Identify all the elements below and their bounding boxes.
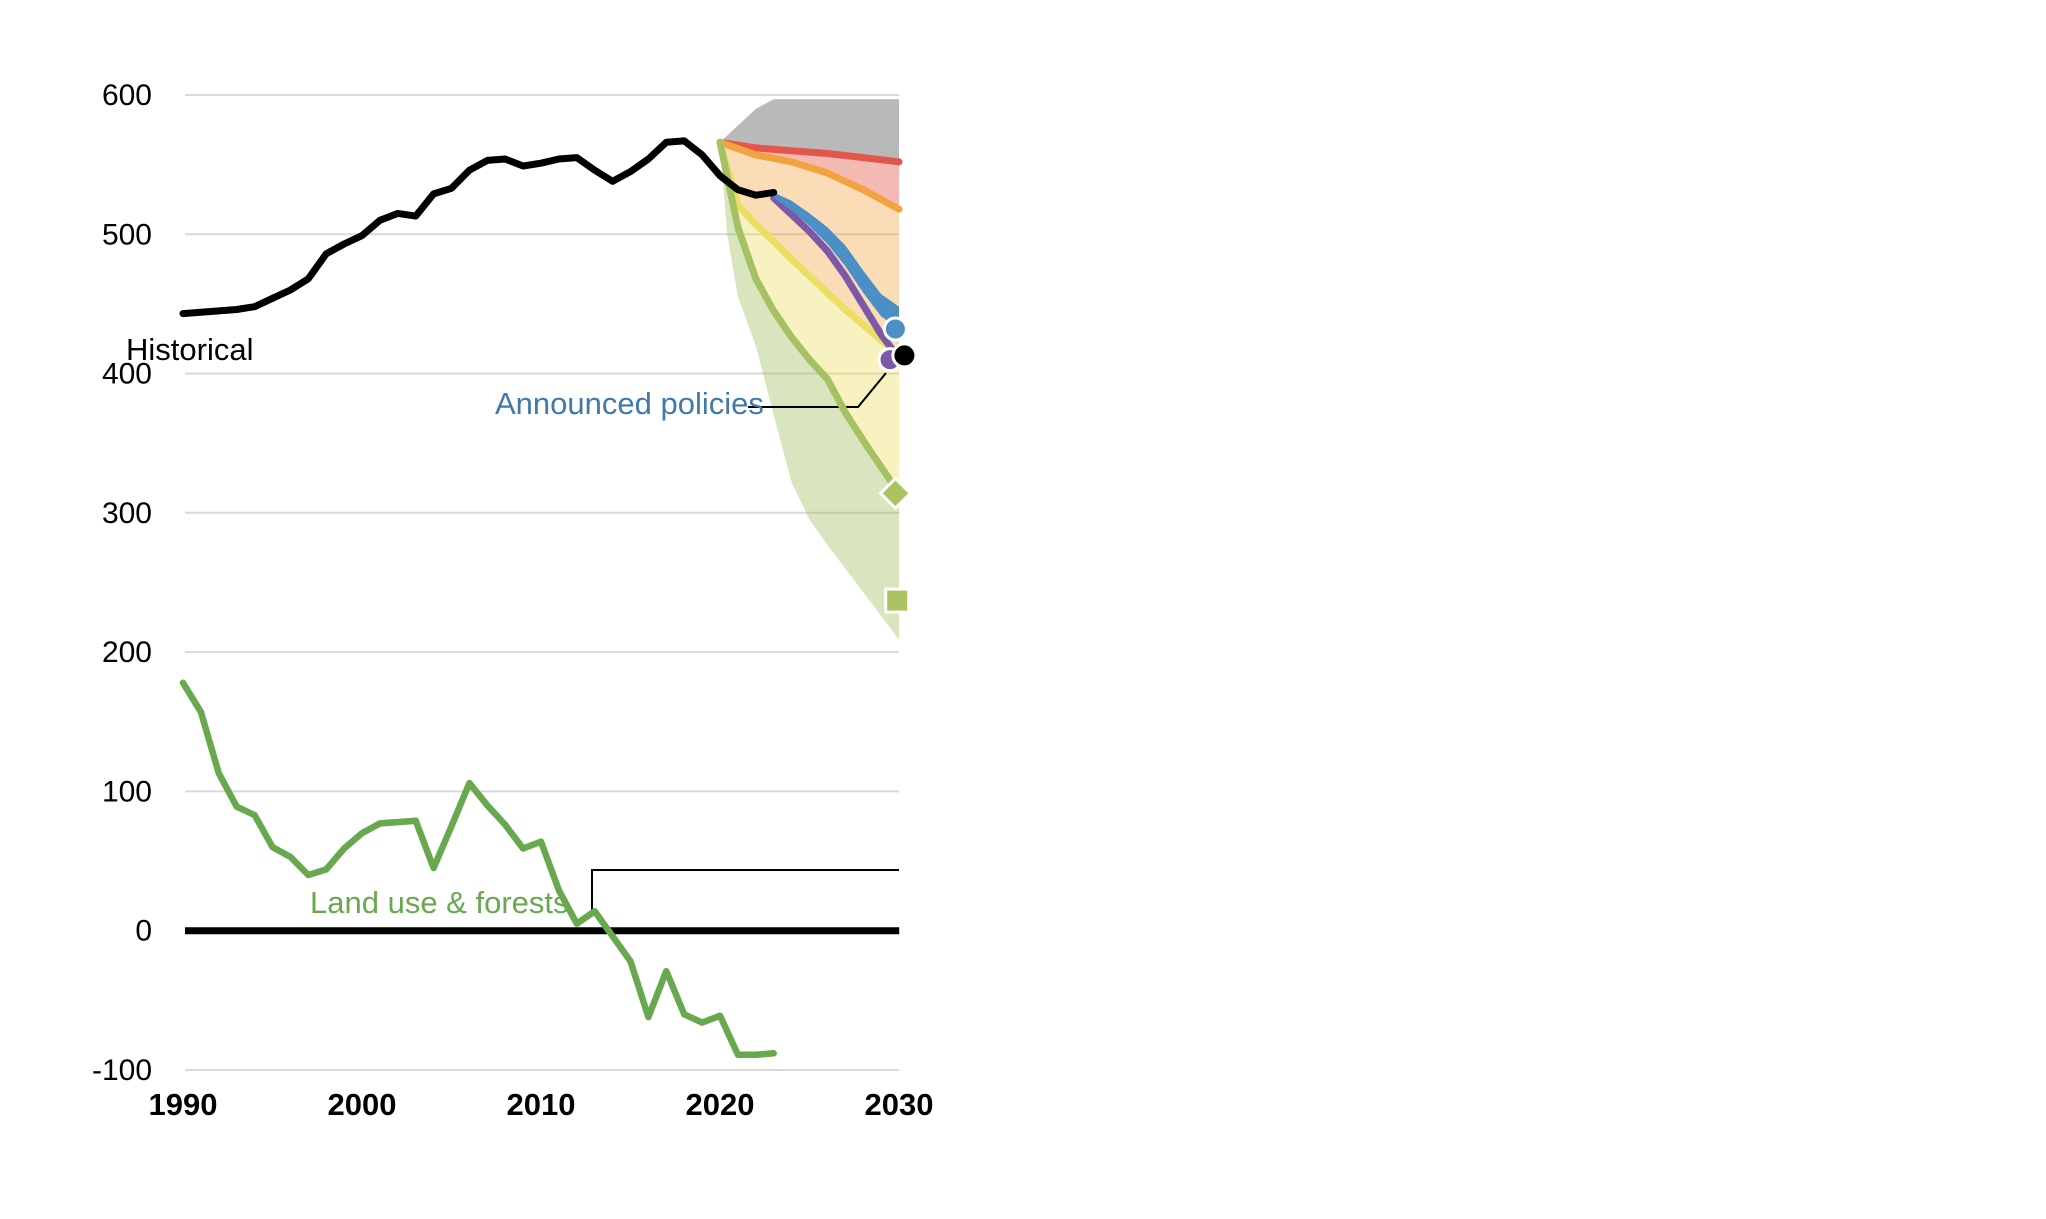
x-tick-label-2000: 2000 bbox=[328, 1087, 397, 1122]
marker-announced-policies-dot bbox=[882, 316, 908, 342]
x-tick-label-2010: 2010 bbox=[507, 1087, 576, 1122]
y-tick-label-0: 0 bbox=[135, 915, 152, 948]
y-tick-label-300: 300 bbox=[102, 497, 152, 530]
marker-black-dot bbox=[891, 342, 918, 369]
target-bracket-line bbox=[591, 869, 899, 912]
fan-area-pale-green bbox=[720, 142, 899, 640]
historical-label: Historical bbox=[126, 332, 253, 367]
fan-area-pale-yellow bbox=[720, 142, 899, 494]
announced-policies-label: Announced policies bbox=[495, 386, 764, 421]
y-tick-label-400: 400 bbox=[102, 358, 152, 391]
y-tick-label--100: -100 bbox=[92, 1054, 152, 1087]
land-use-forests-label: Land use & forests bbox=[310, 885, 569, 920]
fan-line-orange bbox=[716, 138, 903, 213]
x-tick-label-1990: 1990 bbox=[149, 1087, 218, 1122]
series-land-use-forests bbox=[179, 679, 777, 1058]
marker-green-diamond bbox=[878, 476, 913, 511]
fan-line-green bbox=[716, 138, 903, 497]
x-tick-label-2030: 2030 bbox=[865, 1087, 934, 1122]
series-historical bbox=[179, 137, 778, 318]
y-tick-label-500: 500 bbox=[102, 218, 152, 251]
announced-policies-purple-line bbox=[770, 194, 903, 362]
y-tick-label-100: 100 bbox=[102, 775, 152, 808]
announced-policies-band bbox=[773, 192, 899, 329]
fan-line-red bbox=[716, 138, 903, 166]
y-tick-label-200: 200 bbox=[102, 636, 152, 669]
fan-line-yellow bbox=[716, 138, 903, 358]
x-tick-label-2020: 2020 bbox=[686, 1087, 755, 1122]
marker-green-square bbox=[884, 587, 911, 614]
announced-policies-callout-line bbox=[748, 372, 887, 408]
y-tick-label-600: 600 bbox=[102, 79, 152, 112]
